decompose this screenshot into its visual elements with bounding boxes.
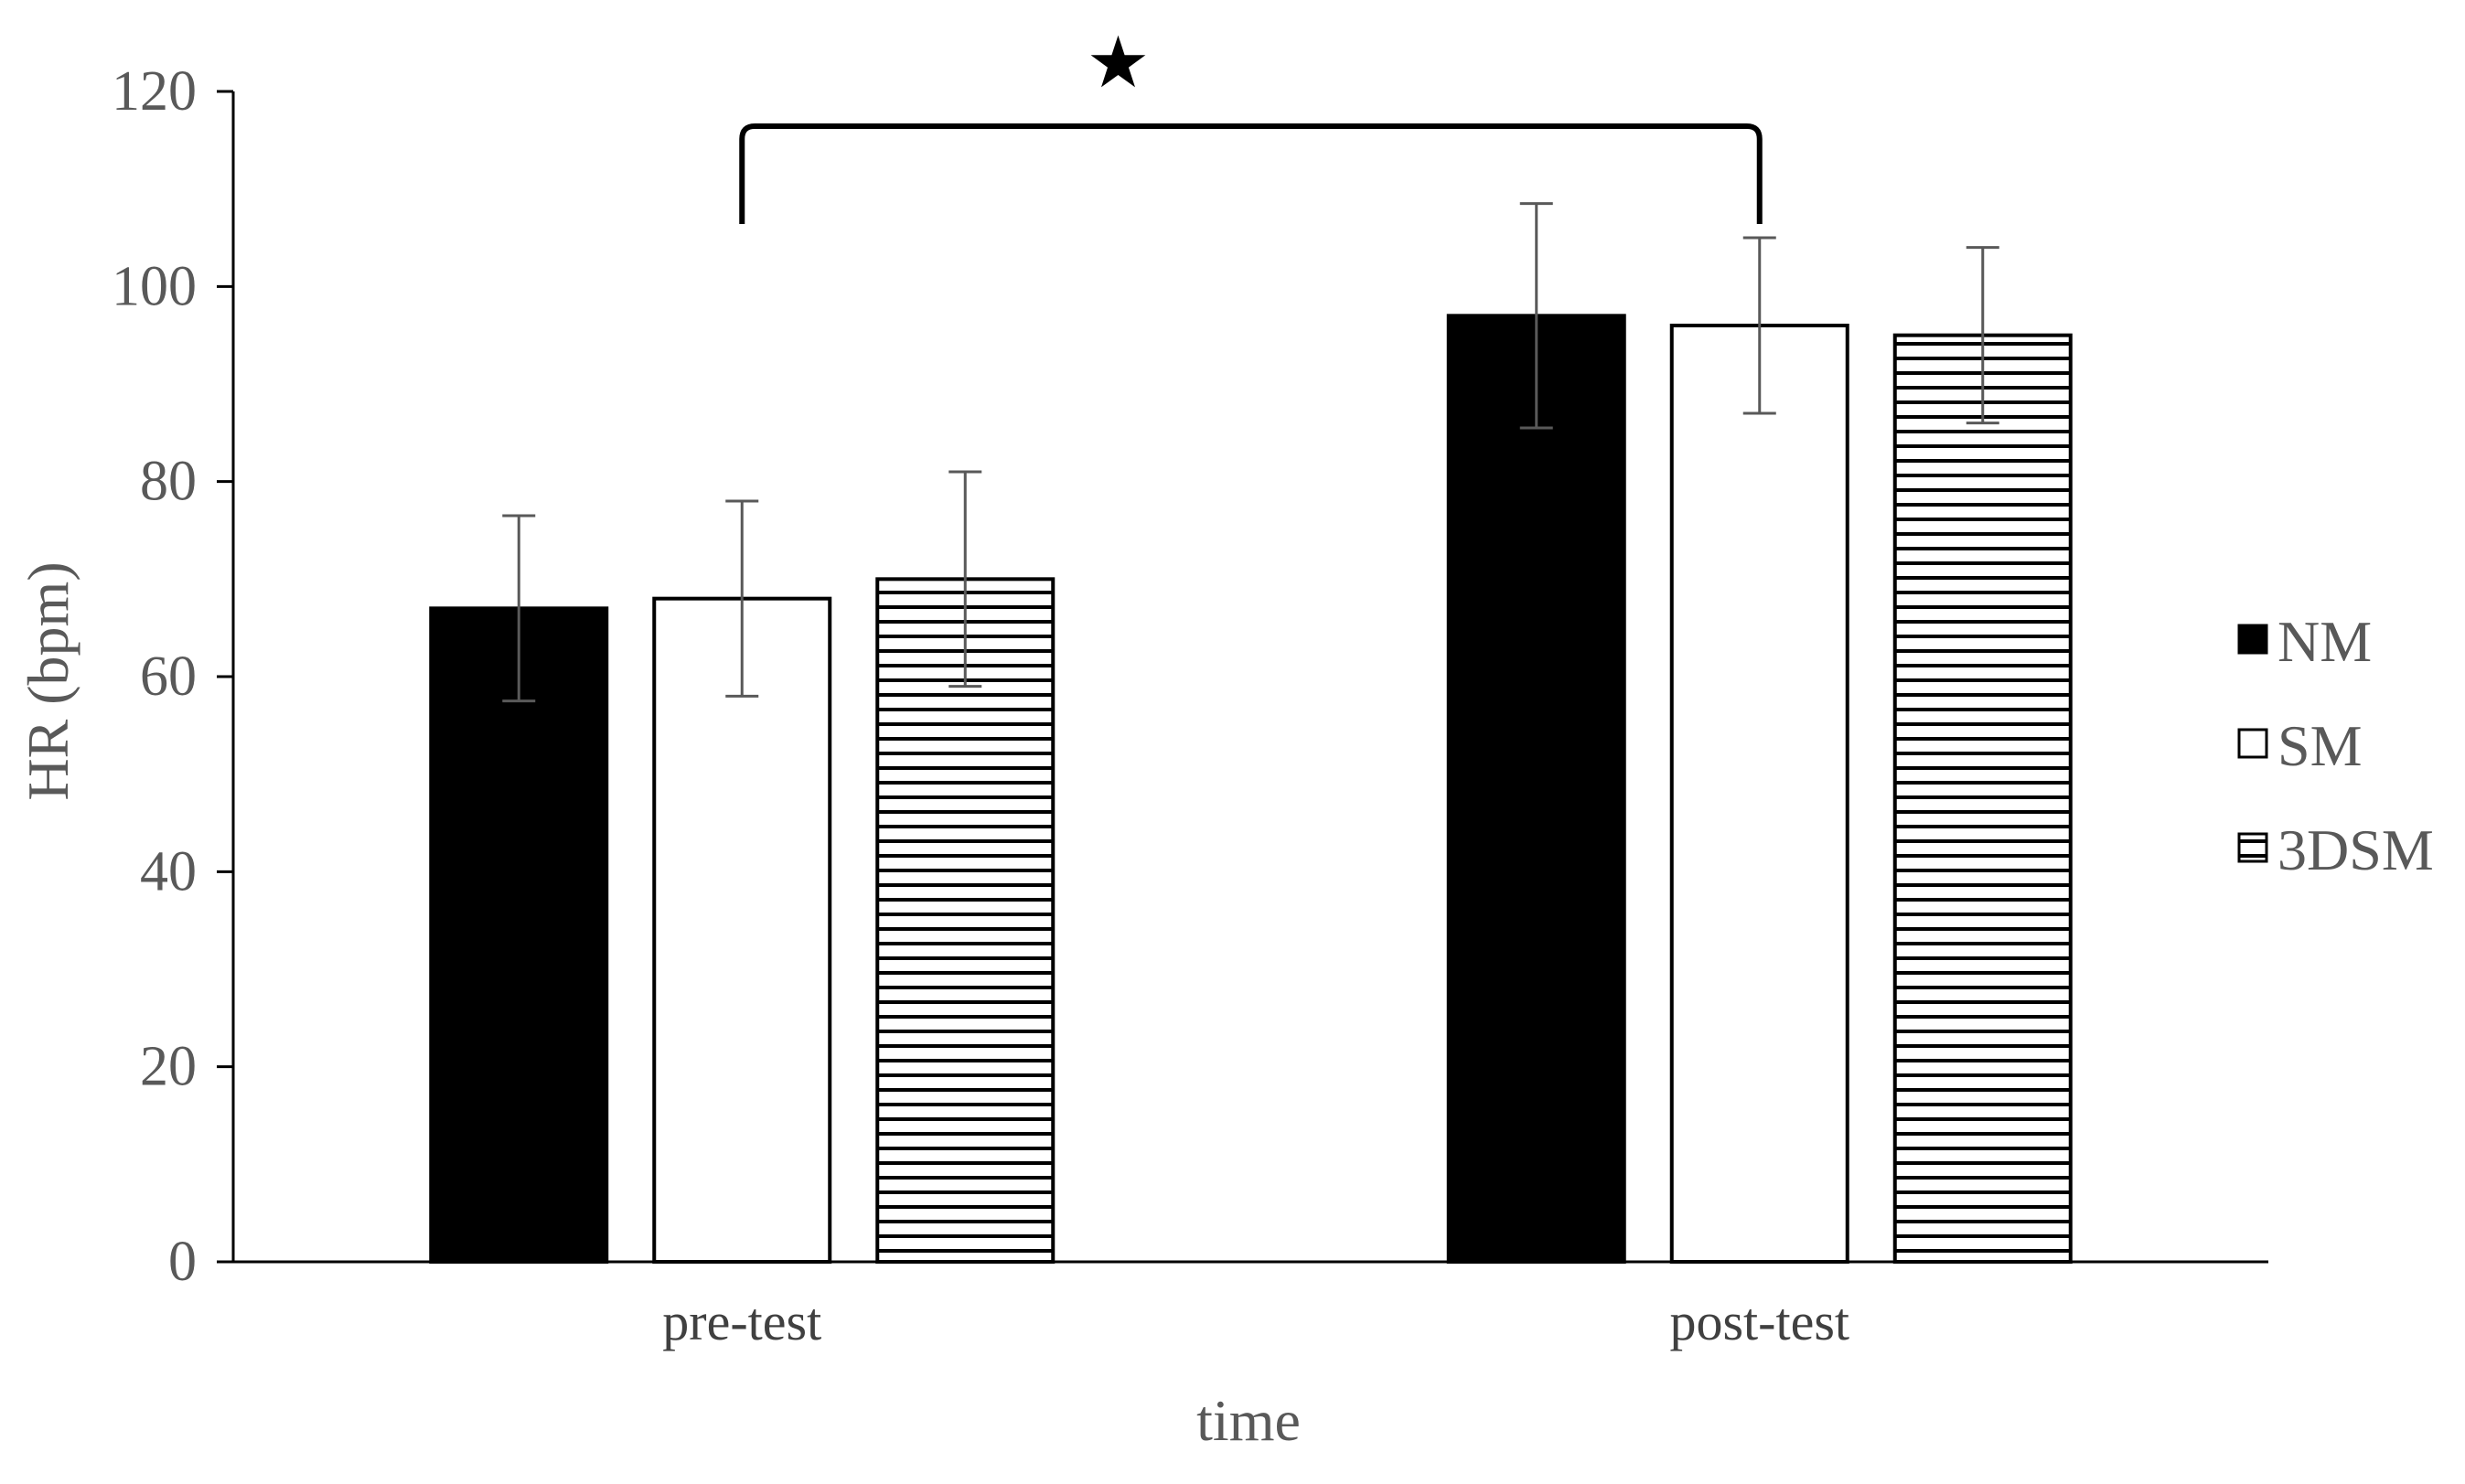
y-axis: 0 20 40 60 80 100 120: [112, 60, 235, 1293]
bars: [429, 314, 2073, 1264]
legend-swatch-nm: [2237, 624, 2268, 655]
y-tick-label-120: 120: [112, 60, 197, 123]
category-label-post-test: post-test: [1669, 1292, 1849, 1351]
y-axis-title: HR (bpm): [16, 561, 80, 800]
legend-label-sm: SM: [2277, 713, 2363, 778]
x-axis-title: time: [1196, 1388, 1301, 1453]
y-tick-label-20: 20: [140, 1036, 197, 1098]
bar-3dsm-post-test: [1892, 333, 2073, 1264]
bar-nm-pre-test: [429, 606, 609, 1264]
category-label-pre-test: pre-test: [662, 1292, 821, 1351]
y-tick-label-0: 0: [168, 1231, 197, 1293]
legend-swatch-sm: [2237, 728, 2268, 759]
category-labels: pre-test post-test: [662, 1292, 1849, 1351]
bar-nm-post-test: [1446, 314, 1626, 1264]
y-tick-label-60: 60: [140, 646, 197, 708]
significance-bracket: ★: [739, 22, 1763, 224]
bar-sm-post-test: [1669, 324, 1849, 1264]
legend-label-nm: NM: [2277, 609, 2372, 674]
legend-swatch-3dsm: [2237, 832, 2268, 863]
bar-sm-pre-test: [652, 596, 832, 1264]
significance-star: ★: [1087, 22, 1151, 104]
y-tick-label-80: 80: [140, 451, 197, 513]
y-tick-label-40: 40: [140, 840, 197, 902]
bar-3dsm-pre-test: [875, 577, 1056, 1264]
bracket-line: [739, 123, 1763, 224]
legend-label-3dsm: 3DSM: [2277, 817, 2434, 882]
legend: NM SM 3DSM: [2237, 609, 2434, 882]
error-bars: [502, 202, 1999, 703]
y-tick-label-100: 100: [112, 255, 197, 317]
